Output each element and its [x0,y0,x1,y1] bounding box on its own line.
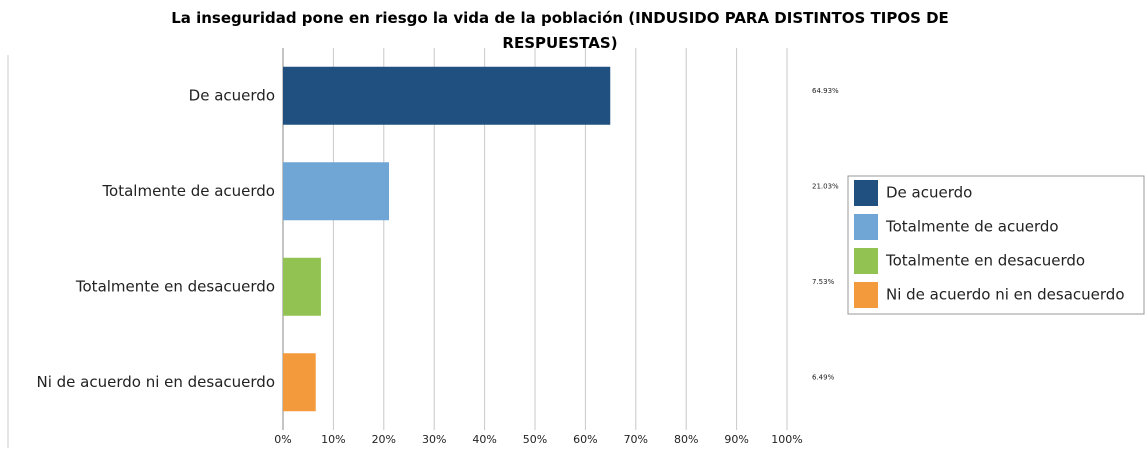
legend-swatch [854,214,878,240]
bar [283,66,611,125]
x-tick-label: 0% [274,433,291,446]
bar [283,162,389,221]
x-tick-label: 100% [771,433,802,446]
x-tick-label: 40% [472,433,496,446]
bar [283,353,316,412]
x-tick-label: 80% [674,433,698,446]
legend-box [847,175,1145,315]
y-tick-label: Ni de acuerdo ni en desacuerdo [36,373,275,391]
legend-swatch [854,282,878,308]
y-tick-label: Totalmente en desacuerdo [75,277,275,295]
value-label: 21.03% [812,182,839,190]
legend-label: Ni de acuerdo ni en desacuerdo [886,286,1125,304]
x-tick-label: 70% [624,433,648,446]
value-label: 7.53% [812,278,835,286]
legend-swatch [854,180,878,206]
legend-label: Totalmente en desacuerdo [885,252,1085,270]
x-tick-label: 90% [724,433,748,446]
x-tick-label: 30% [422,433,446,446]
legend-swatch [854,248,878,274]
value-label: 6.49% [812,373,835,381]
legend-label: De acuerdo [886,184,972,202]
x-tick-label: 20% [372,433,396,446]
x-tick-label: 50% [523,433,547,446]
legend-label: Totalmente de acuerdo [885,218,1059,236]
y-tick-label: Totalmente de acuerdo [101,182,275,200]
x-tick-label: 10% [321,433,345,446]
chart-title: La inseguridad pone en riesgo la vida de… [171,9,949,52]
value-label: 64.93% [812,87,839,95]
y-tick-label: De acuerdo [189,86,275,104]
x-tick-label: 60% [573,433,597,446]
bar [283,257,321,316]
